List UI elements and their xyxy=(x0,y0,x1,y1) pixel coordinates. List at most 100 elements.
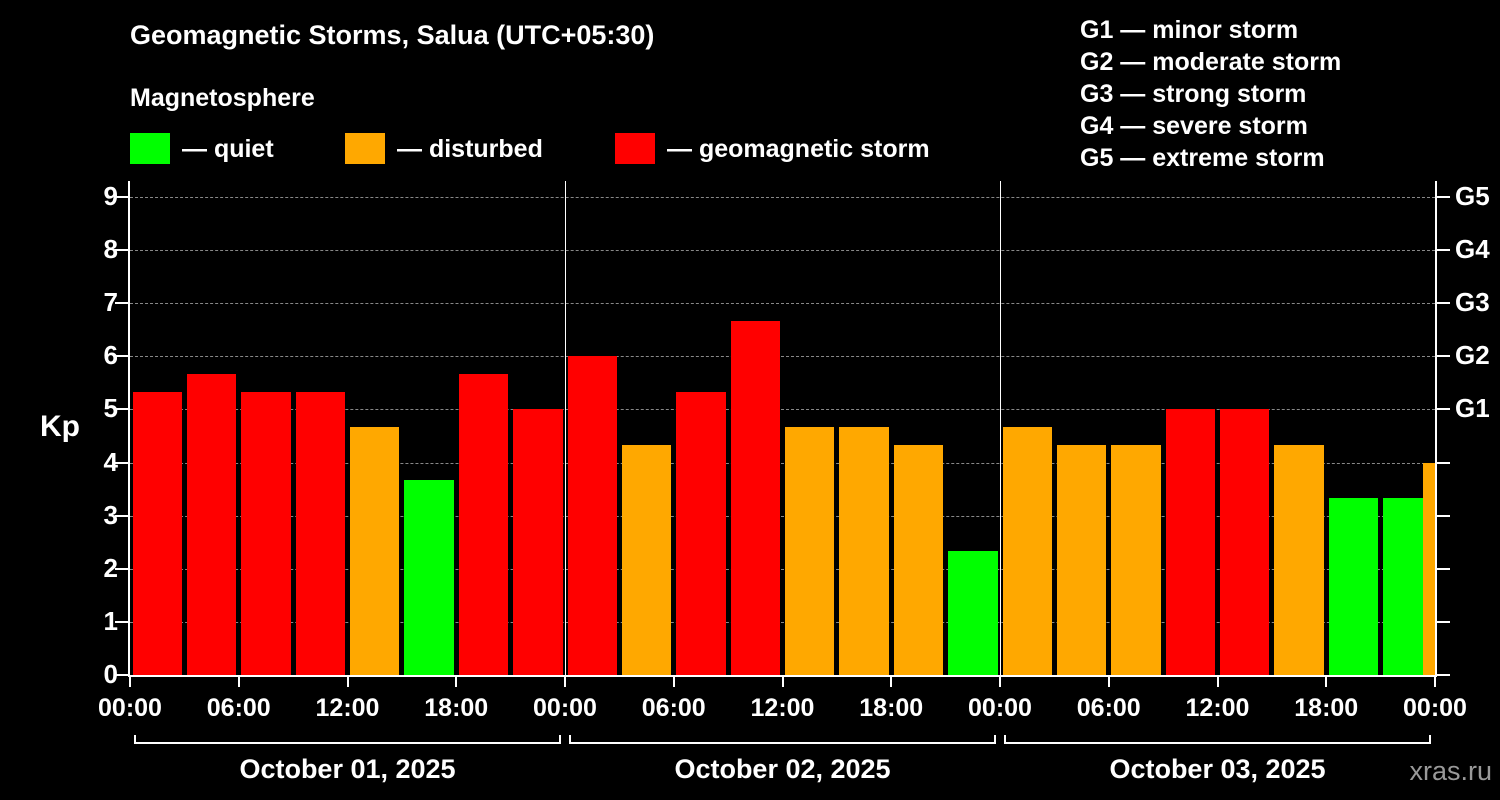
x-axis-tick xyxy=(1325,677,1328,687)
day-bracket-cap xyxy=(994,735,996,744)
x-axis-tick xyxy=(781,677,784,687)
y-axis-tick-label: 1 xyxy=(103,605,118,636)
y-axis-tick-label: 4 xyxy=(103,446,118,477)
x-axis-tick xyxy=(890,677,893,687)
x-axis-tick-label: 12:00 xyxy=(1185,694,1250,722)
y-axis-tick-label: 5 xyxy=(103,393,118,424)
day-separator xyxy=(1000,181,1001,675)
x-axis-tick xyxy=(1216,677,1219,687)
right-axis-tick xyxy=(1437,408,1450,411)
gridline-kp-4 xyxy=(130,462,1435,464)
kp-bar xyxy=(1111,445,1161,675)
g-scale-label: G4 xyxy=(1455,234,1490,265)
kp-bar xyxy=(1002,426,1052,675)
date-label: October 01, 2025 xyxy=(239,754,456,784)
g1-legend-line: G1 — minor storm xyxy=(1080,16,1299,44)
kp-bar xyxy=(676,391,726,675)
day-bracket-cap xyxy=(569,735,571,744)
x-axis-tick-label: 00:00 xyxy=(98,694,162,722)
right-axis-tick xyxy=(1437,195,1450,198)
kp-bar xyxy=(458,373,509,675)
y-axis-tick xyxy=(115,514,128,517)
quiet-legend-swatch xyxy=(130,133,170,164)
y-axis-tick-label: 8 xyxy=(103,234,118,265)
kp-bar xyxy=(621,445,672,675)
gridline-kp-2 xyxy=(130,568,1435,570)
x-axis-line xyxy=(128,675,1437,677)
gridline-kp-3 xyxy=(130,515,1435,517)
x-axis-tick xyxy=(1434,677,1436,687)
day-separator xyxy=(565,181,566,675)
right-axis-line xyxy=(1435,181,1437,677)
y-axis-tick xyxy=(115,674,128,676)
g-scale-legend: G1 — minor storm G2 — moderate storm G3 … xyxy=(1080,14,1341,174)
kp-bar xyxy=(513,409,563,675)
right-axis-tick xyxy=(1437,355,1450,358)
x-axis-tick-label: 12:00 xyxy=(750,694,815,722)
kp-bar xyxy=(295,391,345,675)
y-axis-tick xyxy=(115,302,128,305)
quiet-legend-label: — quiet xyxy=(182,135,274,163)
x-axis-tick-label: 06:00 xyxy=(641,694,706,722)
day-bracket-cap xyxy=(559,735,561,744)
kp-bar xyxy=(1220,409,1270,675)
x-axis-tick-label: 18:00 xyxy=(1294,694,1359,722)
kp-bar xyxy=(1328,498,1379,675)
y-axis-tick xyxy=(115,567,128,570)
right-axis-tick xyxy=(1437,567,1450,570)
kp-bar xyxy=(948,551,998,675)
day-bracket xyxy=(134,742,561,744)
kp-bar xyxy=(1056,445,1107,675)
x-axis-tick xyxy=(1107,677,1110,687)
gridline-kp-5 xyxy=(130,409,1435,411)
kp-bar xyxy=(1423,462,1435,675)
kp-bar xyxy=(350,426,400,675)
x-axis-tick-label: 12:00 xyxy=(315,694,380,722)
x-axis-tick-label: 00:00 xyxy=(1403,694,1467,722)
y-axis-tick-label: 2 xyxy=(103,552,118,583)
right-axis-tick xyxy=(1437,620,1450,623)
g4-legend-line: G4 — severe storm xyxy=(1080,112,1308,140)
y-axis-tick-label: 9 xyxy=(103,180,118,211)
right-axis-tick xyxy=(1437,249,1450,252)
x-axis-tick xyxy=(672,677,675,687)
g2-legend-line: G2 — moderate storm xyxy=(1080,48,1342,76)
right-axis-tick xyxy=(1437,674,1450,676)
page-title: Geomagnetic Storms, Salua (UTC+05:30) xyxy=(130,20,655,50)
day-bracket xyxy=(569,742,996,744)
y-axis-line xyxy=(128,181,130,677)
day-bracket-cap xyxy=(1429,735,1431,744)
day-bracket xyxy=(1004,742,1431,744)
storm-legend-swatch xyxy=(615,133,655,164)
x-axis-tick xyxy=(564,677,566,687)
kp-bar xyxy=(567,356,617,675)
y-axis-tick xyxy=(115,408,128,411)
day-bracket-cap xyxy=(134,735,136,744)
right-axis-tick xyxy=(1437,302,1450,305)
gridline-kp-1 xyxy=(130,621,1435,623)
g-scale-label: G1 xyxy=(1455,393,1490,424)
gridline-kp-8 xyxy=(130,250,1435,252)
g3-legend-line: G3 — strong storm xyxy=(1080,80,1307,108)
gridline-kp-9 xyxy=(130,196,1435,198)
x-axis-tick-label: 06:00 xyxy=(1076,694,1141,722)
date-label: October 03, 2025 xyxy=(1109,754,1326,784)
x-axis-tick-label: 18:00 xyxy=(859,694,924,722)
kp-bar xyxy=(730,320,780,675)
x-axis-tick xyxy=(999,677,1001,687)
y-axis-tick xyxy=(115,620,128,623)
g-scale-label: G3 xyxy=(1455,287,1490,318)
g5-legend-line: G5 — extreme storm xyxy=(1080,144,1325,172)
y-axis-tick xyxy=(115,355,128,358)
watermark: xras.ru xyxy=(1409,756,1492,786)
kp-bar xyxy=(132,391,182,675)
x-axis-tick-label: 00:00 xyxy=(533,694,597,722)
right-axis-tick xyxy=(1437,514,1450,517)
x-axis-tick-label: 06:00 xyxy=(206,694,271,722)
g-scale-label: G5 xyxy=(1455,180,1490,211)
kp-bar xyxy=(893,445,944,675)
disturbed-legend-swatch xyxy=(345,133,385,164)
storm-legend-label: — geomagnetic storm xyxy=(667,135,930,163)
y-axis-tick-label: 3 xyxy=(103,499,118,530)
